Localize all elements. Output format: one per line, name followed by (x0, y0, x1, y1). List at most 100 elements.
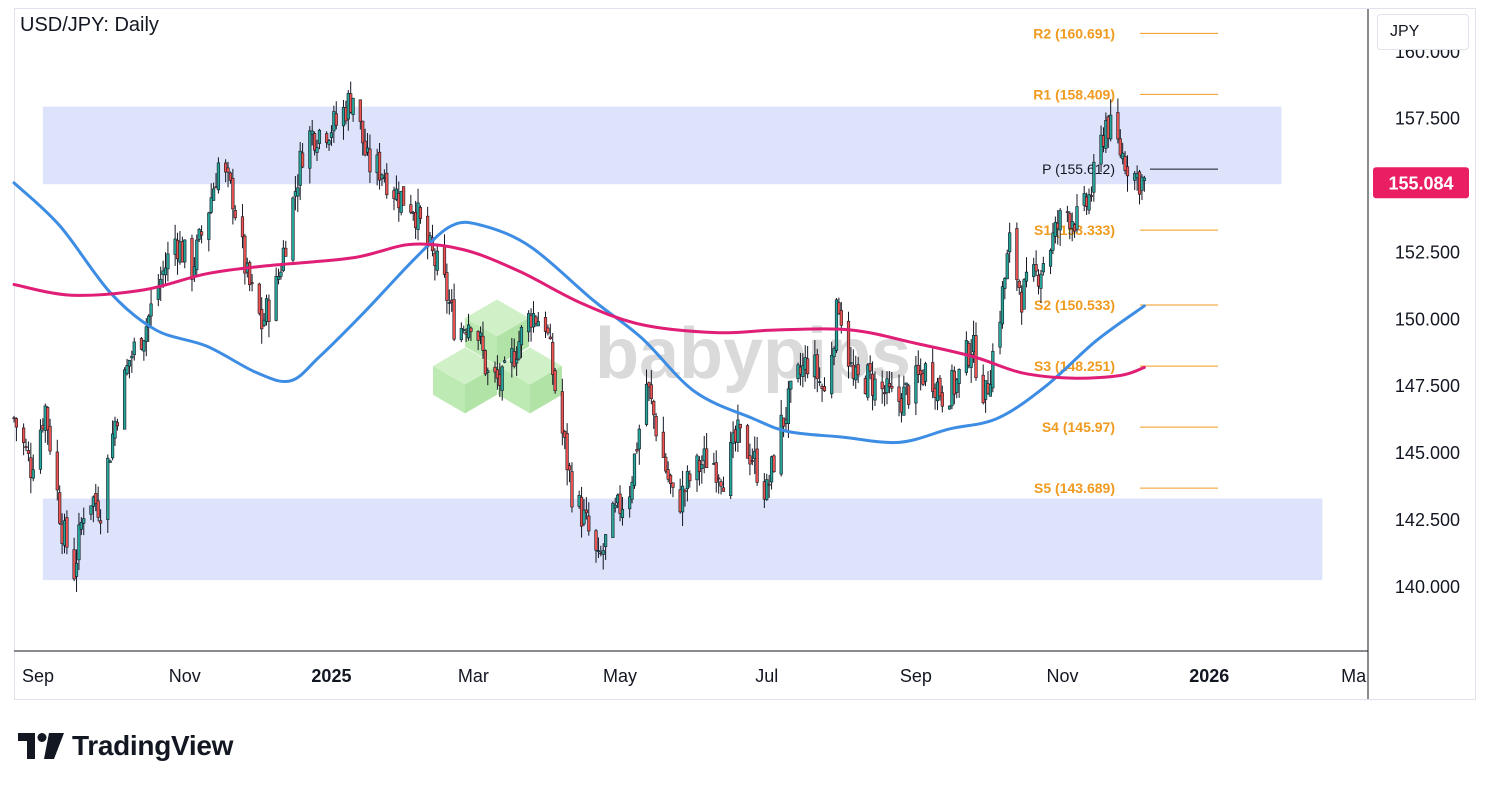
candle (618, 485, 622, 522)
pivot-label-2: P (155.612) (1042, 161, 1115, 177)
candle (228, 171, 233, 184)
candle-body (613, 504, 617, 509)
candle-body (765, 479, 769, 500)
candle-body (849, 362, 853, 364)
candle-body (548, 336, 552, 340)
candle-body (127, 359, 132, 367)
tradingview-logo[interactable]: TradingView (18, 728, 233, 764)
candle-body (661, 431, 665, 458)
candle-body (745, 425, 750, 459)
candle-body (635, 449, 639, 452)
candle-body (163, 267, 168, 276)
candle-body (74, 562, 79, 577)
candle (377, 142, 382, 190)
candle (147, 314, 151, 342)
candle-body (546, 327, 550, 334)
resistance-zone (42, 106, 1282, 185)
candle (418, 205, 423, 224)
candle (822, 377, 827, 392)
candle (1041, 256, 1045, 276)
candle (883, 385, 887, 407)
y-tick-label-2: 145.000 (1395, 443, 1460, 463)
candle (250, 274, 254, 292)
candle-body (553, 370, 557, 392)
candle-body (779, 414, 783, 475)
candle (284, 240, 288, 257)
candle-body (668, 474, 673, 485)
candle (46, 406, 50, 445)
candle-body (890, 385, 894, 389)
candle (426, 206, 430, 260)
candle-body (628, 496, 632, 510)
candle (868, 355, 872, 380)
candle (767, 474, 771, 498)
candle (601, 543, 605, 570)
candle-body (149, 303, 153, 317)
candle (834, 298, 839, 354)
candle (334, 101, 338, 130)
candle (668, 473, 673, 494)
pivot-label-7: S5 (143.689) (1034, 480, 1115, 496)
babypips-watermark: babypips (433, 299, 911, 414)
candle (442, 234, 447, 278)
x-tick-label-3: Mar (458, 666, 489, 686)
candle (257, 282, 261, 316)
candle (567, 462, 572, 483)
candle (503, 356, 507, 364)
candle-body (1058, 210, 1062, 231)
candle-body (212, 188, 216, 201)
candle-body (14, 418, 19, 428)
candle (661, 416, 665, 458)
candle-body (1089, 195, 1094, 197)
candle (224, 159, 228, 183)
candle-body (582, 509, 586, 525)
candle (988, 370, 993, 397)
candle-body (601, 550, 605, 555)
candle-body (48, 426, 52, 452)
candle-body (957, 369, 961, 385)
candle-body (82, 518, 86, 524)
candle (955, 378, 959, 399)
candle (111, 420, 115, 461)
candle-body (649, 384, 653, 399)
candle-body (442, 246, 447, 275)
candle (644, 369, 649, 427)
candle (745, 423, 750, 459)
candle-body (226, 167, 230, 173)
candle-body (89, 505, 93, 515)
candle (902, 375, 906, 416)
candle-body (260, 308, 264, 330)
candle-body (248, 262, 252, 286)
candle (183, 239, 187, 269)
candle-body (947, 405, 952, 410)
candle-body (279, 271, 283, 277)
candle-body (445, 272, 449, 301)
candle (1109, 99, 1113, 142)
candle-body (1048, 249, 1053, 267)
candle (974, 322, 978, 381)
candle (1015, 222, 1019, 291)
candle (310, 120, 314, 146)
currency-selector[interactable]: JPY (1377, 14, 1469, 50)
moving-average-2 (12, 242, 1146, 380)
candle (1024, 257, 1029, 288)
candle (830, 341, 834, 399)
candle-body (883, 392, 887, 395)
candle (551, 333, 555, 385)
candle-body (755, 448, 759, 483)
candle-body (1039, 273, 1043, 289)
candle (1022, 278, 1026, 310)
candle (587, 502, 591, 536)
candle (786, 381, 791, 438)
candle-body (257, 283, 261, 314)
candle-body (1123, 156, 1127, 171)
candle (584, 497, 588, 520)
candle-body (772, 455, 776, 473)
candle-body (604, 534, 608, 547)
candle (98, 509, 103, 535)
candle (957, 368, 961, 398)
candle (125, 358, 129, 376)
candle-body (296, 187, 300, 197)
candle-body (377, 151, 382, 181)
